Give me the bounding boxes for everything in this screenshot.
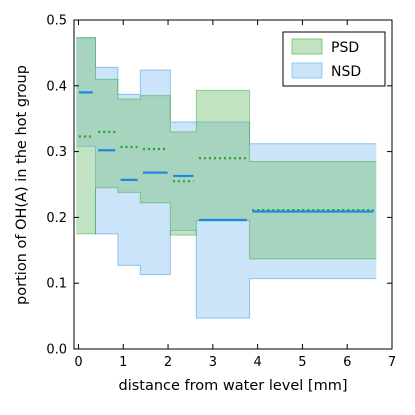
x-tick-label: 4: [253, 355, 261, 370]
legend-swatch-psd: [291, 38, 323, 55]
legend-swatch-nsd: [291, 62, 323, 79]
legend-box: [282, 31, 386, 87]
x-tick-label: 0: [74, 355, 82, 370]
band-lower-edge-nsd: [76, 145, 377, 319]
x-tick-label: 7: [388, 355, 396, 370]
y-tick-label: 0.5: [46, 14, 67, 29]
y-tick-label: 0.0: [46, 343, 67, 358]
band-upper-edge-psd: [76, 37, 377, 162]
x-axis-label: distance from water level [mm]: [119, 378, 348, 394]
x-tick-label: 1: [119, 355, 127, 370]
band-upper-edge-nsd: [76, 37, 377, 145]
y-tick-label: 0.3: [46, 145, 67, 160]
legend-label-psd: PSD: [331, 40, 359, 56]
x-tick-label: 5: [298, 355, 306, 370]
legend: PSD NSD: [282, 31, 386, 87]
x-tick-label: 6: [343, 355, 351, 370]
x-tick-label: 3: [209, 355, 217, 370]
band-psd: [76, 37, 377, 259]
plot-frame: [73, 19, 393, 350]
axis-ticks: 0 1 2 3 4 5 6 7 0.0 0.1 0.2 0.3 0.4 0.5: [46, 14, 396, 371]
y-tick-label: 0.4: [46, 79, 67, 94]
plot-center-lines: [78, 91, 374, 222]
y-tick-label: 0.2: [46, 211, 67, 226]
plot-bands: [76, 37, 377, 319]
y-tick-label: 0.1: [46, 277, 67, 292]
legend-label-nsd: NSD: [331, 64, 361, 80]
band-nsd: [76, 37, 377, 319]
y-axis-label: portion of OH(A) in the hot group: [14, 65, 30, 305]
x-tick-label: 2: [164, 355, 172, 370]
